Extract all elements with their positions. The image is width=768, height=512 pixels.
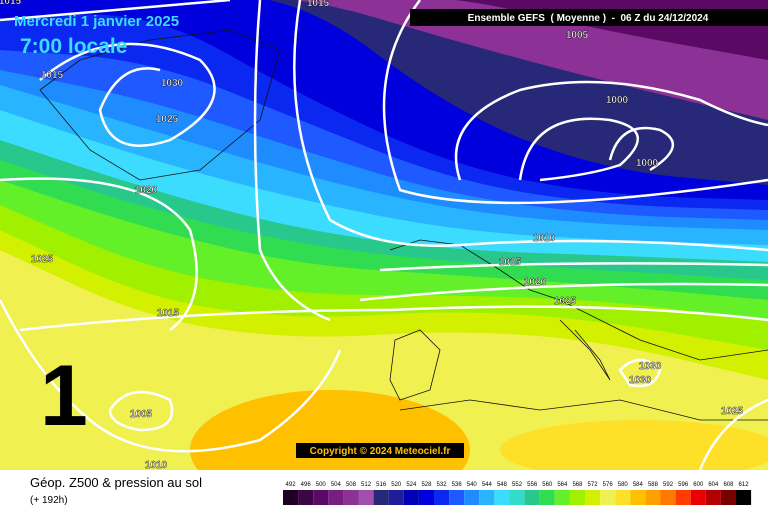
scale-swatch (373, 490, 389, 505)
scale-label: 504 (331, 482, 342, 488)
scale-label: 564 (557, 482, 568, 488)
scale-label: 584 (633, 482, 644, 488)
scale-label: 540 (467, 482, 478, 488)
scale-swatch (494, 490, 510, 505)
scale-label: 512 (361, 482, 372, 488)
scale-label: 536 (452, 482, 463, 488)
isobar-label: 1025 (156, 114, 179, 125)
scale-label: 592 (663, 482, 674, 488)
scale-swatch (464, 490, 480, 505)
isobar-label: 1015 (307, 0, 330, 9)
scale-swatch (554, 490, 570, 505)
scale-swatch (630, 490, 646, 505)
scale-label: 600 (693, 482, 704, 488)
scale-swatch (418, 490, 434, 505)
scale-label: 588 (648, 482, 659, 488)
scale-label: 576 (603, 482, 614, 488)
scale-label: 544 (482, 482, 493, 488)
scale-swatch (736, 490, 752, 505)
scale-label: 524 (406, 482, 417, 488)
scale-label: 520 (391, 482, 402, 488)
isobar-label: 1010 (145, 460, 168, 471)
footer-lead: (+ 192h) (30, 495, 68, 506)
scale-swatch (343, 490, 359, 505)
scale-label: 556 (527, 482, 538, 488)
scale-swatch (585, 490, 601, 505)
coastlines (39, 29, 768, 421)
scale-swatch (705, 490, 721, 505)
scale-swatch (660, 490, 676, 505)
scale-swatch (509, 490, 525, 505)
scale-swatch (328, 490, 344, 505)
isobar-label: 1030 (639, 361, 662, 372)
scale-label: 496 (301, 482, 312, 488)
scale-label: 516 (376, 482, 387, 488)
color-scale: 492 496 500 504 508 512 516 520 524 528 532 536 540 5… (283, 482, 752, 505)
isobar-label: 1015 (0, 0, 22, 7)
field-band (0, 0, 768, 120)
scale-label: 528 (421, 482, 432, 488)
scale-swatch (313, 490, 329, 505)
footer-title: Géop. Z500 & pression au sol (30, 475, 202, 490)
scale-label: 612 (739, 482, 750, 488)
isobar-label: 1025 (554, 296, 577, 307)
scale-label: 548 (497, 482, 508, 488)
isobar-label: 1015 (157, 308, 180, 319)
scale-swatch (298, 490, 314, 505)
scale-swatch (283, 490, 299, 505)
scale-label: 500 (316, 482, 327, 488)
scale-swatch (479, 490, 495, 505)
scale-label: 492 (286, 482, 297, 488)
scale-swatch (403, 490, 419, 505)
scale-label: 552 (512, 482, 523, 488)
isobar-label: 1030 (161, 78, 184, 89)
isobar-label: 1015 (41, 70, 64, 81)
scale-swatch (524, 490, 540, 505)
isobar-label: 1000 (636, 158, 659, 169)
scale-swatch (690, 490, 706, 505)
copyright-banner (296, 443, 464, 458)
scale-label: 608 (723, 482, 734, 488)
scale-swatch (720, 490, 736, 505)
scale-label: 596 (678, 482, 689, 488)
member-number: 1 (40, 348, 88, 444)
scale-swatch (675, 490, 691, 505)
scale-label: 604 (708, 482, 719, 488)
scale-swatch (645, 490, 661, 505)
isobar-label: 1020 (524, 277, 547, 288)
scale-swatch (539, 490, 555, 505)
run-info: Ensemble GEFS ( Moyenne ) - 06 Z du 24/1… (468, 13, 709, 24)
isobar-label: 1020 (135, 185, 158, 196)
isobar-label: 1005 (566, 30, 589, 41)
scale-swatch (388, 490, 404, 505)
scale-label: 560 (542, 482, 553, 488)
isobar-label: 1005 (130, 409, 153, 420)
scale-label: 580 (618, 482, 629, 488)
date: Mercredi 1 janvier 2025 (14, 13, 179, 30)
isobar-label: 1000 (606, 95, 629, 106)
scale-swatch (449, 490, 465, 505)
isobars (0, 0, 768, 471)
scale-swatch (569, 490, 585, 505)
run-banner (410, 9, 768, 26)
isobar-label: 1025 (31, 254, 54, 265)
scale-swatch (358, 490, 374, 505)
scale-swatch (600, 490, 616, 505)
scale-label: 568 (572, 482, 583, 488)
isobar-label: 1010 (533, 233, 556, 244)
scale-label: 532 (437, 482, 448, 488)
isobar-labels: 1015 101510051030102510151020102510001000… (0, 0, 744, 471)
isobar-label: 1025 (721, 406, 744, 417)
scale-label: 572 (588, 482, 599, 488)
isobar-label: 1015 (499, 257, 522, 268)
isobar-label: 1030 (629, 375, 652, 386)
scale-label: 508 (346, 482, 357, 488)
scale-swatch (434, 490, 450, 505)
copyright: Copyright © 2024 Meteociel.fr (310, 446, 451, 457)
scale-swatch (615, 490, 631, 505)
local-time: 7:00 locale (20, 35, 127, 58)
